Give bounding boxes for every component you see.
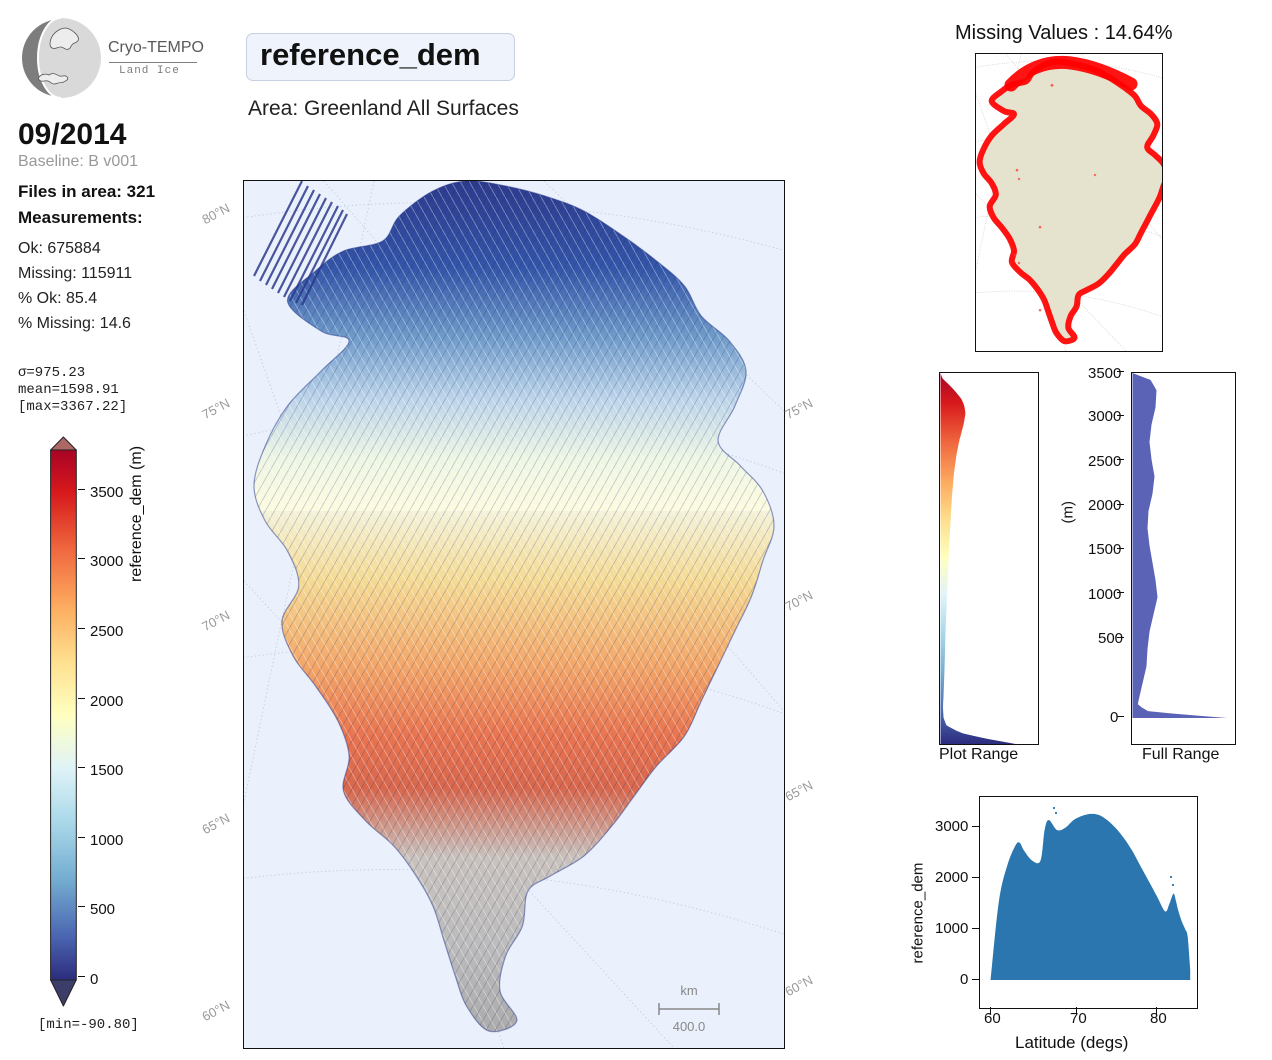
- svg-text:400.0: 400.0: [673, 1019, 706, 1034]
- svg-text:km: km: [680, 983, 697, 998]
